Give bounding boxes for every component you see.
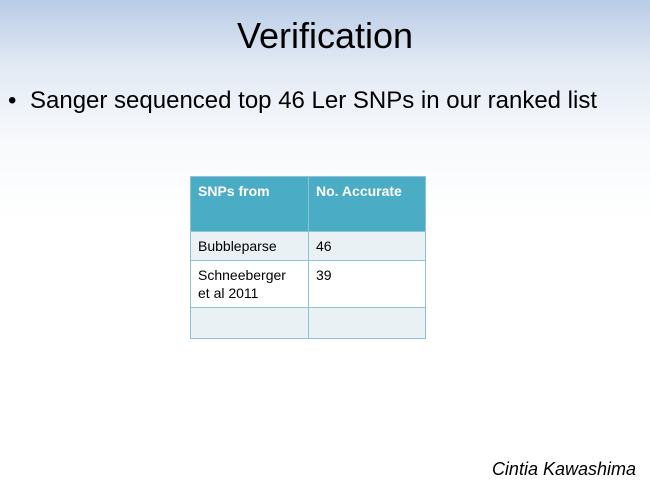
table-cell: Bubbleparse — [190, 231, 309, 261]
table-cell — [190, 307, 309, 339]
bullet-item: • Sanger sequenced top 46 Ler SNPs in our… — [8, 85, 648, 117]
table-header-row: SNPs from No. Accurate — [190, 176, 426, 232]
table-cell: 39 — [308, 260, 426, 308]
table-cell: Schneeberger et al 2011 — [190, 260, 309, 308]
results-table: SNPs from No. Accurate Bubbleparse 46 Sc… — [190, 176, 426, 339]
table-cell: 46 — [308, 231, 426, 261]
author-credit: Cintia Kawashima — [491, 459, 636, 479]
header-snps-from: SNPs from — [190, 176, 309, 232]
table-row: Bubbleparse 46 — [190, 231, 426, 261]
table-row: Schneeberger et al 2011 39 — [190, 260, 426, 308]
header-no-accurate: No. Accurate — [308, 176, 426, 232]
table-row-empty — [190, 307, 426, 339]
bullet-marker: • — [8, 87, 17, 114]
table-cell — [308, 307, 426, 339]
slide-title: Verification — [236, 15, 414, 56]
bullet-text: Sanger sequenced top 46 Ler SNPs in our … — [30, 87, 598, 114]
